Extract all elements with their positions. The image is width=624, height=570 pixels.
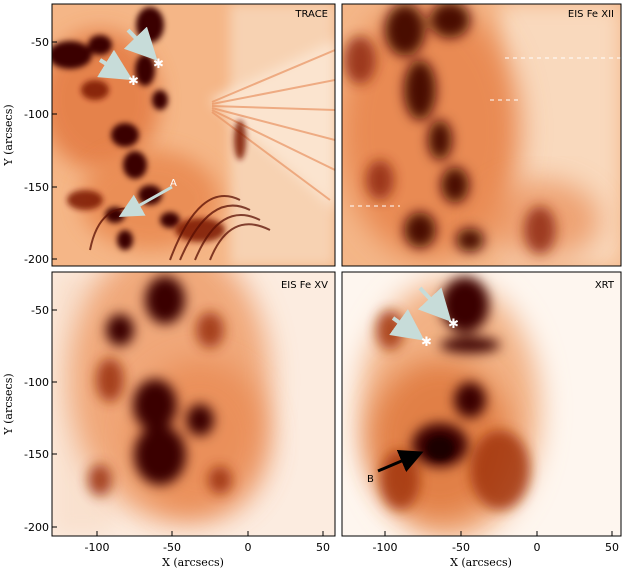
panel-title-xrt: XRT	[595, 280, 615, 291]
panel-xrt: ✱ ✱ B XRT	[342, 272, 621, 536]
x-tick-label: 0	[245, 541, 252, 554]
y-tick-label: -100	[24, 376, 49, 389]
y-tick-label: -200	[24, 253, 49, 266]
panel-trace: ✱ ✱ A TRACE	[52, 4, 335, 266]
xrt-star-2: ✱	[421, 335, 432, 350]
trace-star-1: ✱	[153, 57, 164, 72]
y-tick-label: -200	[24, 521, 49, 534]
y-axis-label-bottom: Y (arcsecs)	[2, 373, 15, 435]
trace-arrow-2	[97, 49, 133, 81]
y-tick-label: -150	[24, 181, 49, 194]
xrt-arrow-2	[389, 308, 425, 341]
y-tick-label: -100	[24, 108, 49, 121]
panel-title-eis-fe-xv: EIS Fe XV	[281, 280, 328, 291]
x-tick-label: -100	[373, 541, 398, 554]
y-tick-label: -150	[24, 448, 49, 461]
xrt-annotation-letter: B	[367, 474, 374, 485]
x-tick-label: 0	[534, 541, 541, 554]
x-tick-label: 50	[605, 541, 619, 554]
x-tick-labels-left: -100 -50 0 50	[85, 541, 330, 554]
trace-arrow-1	[123, 26, 158, 61]
xrt-arrow-1	[417, 286, 452, 322]
xrt-arrow-b	[377, 449, 424, 473]
x-tick-label: -100	[85, 541, 110, 554]
tick-marks	[52, 41, 613, 536]
panel-frames	[51, 3, 622, 537]
trace-arrow-a	[118, 185, 173, 217]
trace-star-2: ✱	[128, 74, 139, 89]
panel-eis-fe-xv: EIS Fe XV	[52, 272, 335, 536]
y-tick-label: -50	[31, 304, 49, 317]
x-axis-label-right: X (arcsecs)	[450, 556, 512, 569]
y-tick-labels-bottom: -50 -100 -150 -200	[24, 304, 49, 534]
y-tick-label: -50	[31, 36, 49, 49]
xrt-star-1: ✱	[448, 317, 459, 332]
panel-eis-fe-xii: EIS Fe XII	[342, 4, 621, 266]
panel-title-trace: TRACE	[294, 9, 328, 20]
x-axis-label-left: X (arcsecs)	[162, 556, 224, 569]
x-tick-label: 50	[316, 541, 330, 554]
trace-annotation-letter: A	[170, 178, 177, 189]
panel-title-eis-fe-xii: EIS Fe XII	[568, 9, 614, 20]
x-tick-label: -50	[452, 541, 470, 554]
x-tick-labels-right: -100 -50 0 50	[373, 541, 619, 554]
y-axis-label-top: Y (arcsecs)	[2, 104, 15, 166]
x-tick-label: -50	[163, 541, 181, 554]
y-tick-labels-top: -50 -100 -150 -200	[24, 36, 49, 266]
